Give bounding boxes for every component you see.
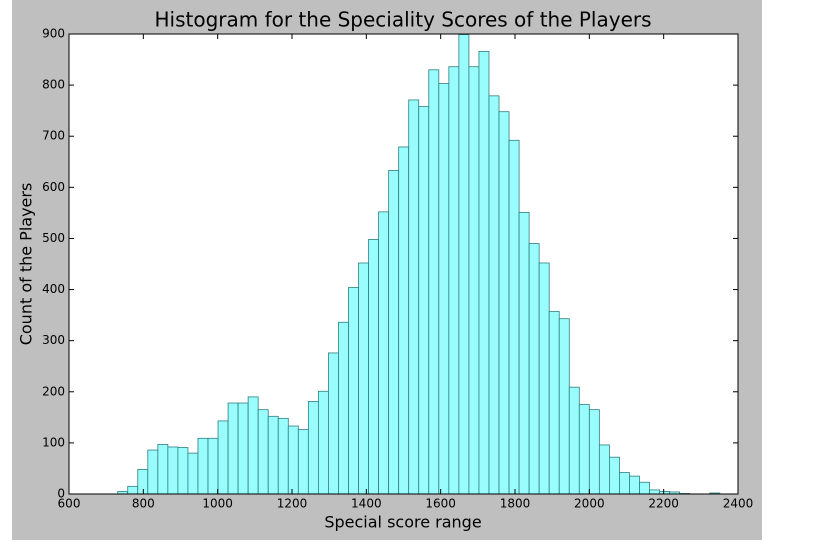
bar xyxy=(558,318,570,495)
y-tick-label: 500 xyxy=(42,231,65,245)
bar xyxy=(468,66,480,495)
bar xyxy=(307,401,319,495)
bar xyxy=(207,437,219,495)
bar xyxy=(398,146,410,495)
bar xyxy=(488,95,500,495)
bar xyxy=(177,447,189,495)
x-tick-label: 1000 xyxy=(202,497,233,511)
x-tick-label: 1400 xyxy=(351,497,382,511)
x-tick-label: 1600 xyxy=(425,497,456,511)
x-tick-label: 1800 xyxy=(500,497,531,511)
bar xyxy=(358,262,369,495)
bar xyxy=(127,485,139,495)
bar xyxy=(137,469,149,495)
bar xyxy=(157,444,169,495)
y-tick-label: 400 xyxy=(42,282,65,296)
y-axis-label: Count of the Players xyxy=(17,183,36,346)
bar xyxy=(408,99,420,495)
y-tick-label: 800 xyxy=(42,78,65,92)
bar xyxy=(237,402,249,495)
bar xyxy=(609,456,620,495)
bar xyxy=(428,69,440,495)
x-tick-label: 2400 xyxy=(723,497,754,511)
bar xyxy=(317,390,329,495)
y-tick-label: 200 xyxy=(42,384,65,398)
chart-title: Histogram for the Speciality Scores of t… xyxy=(154,8,651,32)
bar xyxy=(247,396,259,495)
bar xyxy=(588,409,600,495)
y-tick-label: 100 xyxy=(42,435,65,449)
x-tick-label: 600 xyxy=(58,497,81,511)
y-tick-label: 600 xyxy=(42,180,65,194)
y-tick-label: 700 xyxy=(42,129,65,143)
plot-frame xyxy=(68,33,739,495)
bar xyxy=(649,489,660,495)
bar xyxy=(548,311,560,495)
bar xyxy=(478,50,490,495)
bar xyxy=(568,386,580,495)
bar xyxy=(518,211,530,495)
bar xyxy=(197,437,209,495)
y-tick-label: 0 xyxy=(57,487,65,501)
x-axis-label: Special score range xyxy=(324,513,481,532)
bar xyxy=(598,444,610,495)
bar xyxy=(629,475,640,495)
x-tick-label: 2000 xyxy=(574,497,605,511)
bar xyxy=(257,409,269,495)
bar xyxy=(217,420,229,495)
bar xyxy=(267,415,279,495)
bar xyxy=(167,446,179,495)
bar xyxy=(297,429,309,495)
bar xyxy=(388,170,400,495)
bar xyxy=(287,425,299,495)
bar xyxy=(368,239,379,495)
bar xyxy=(227,402,239,495)
bar xyxy=(277,417,289,495)
bar xyxy=(578,404,590,495)
bar xyxy=(438,83,450,495)
bar xyxy=(328,352,339,495)
bar xyxy=(448,66,460,495)
bar xyxy=(528,243,540,495)
bar xyxy=(147,449,159,495)
y-tick-label: 900 xyxy=(42,27,65,41)
x-tick-label: 800 xyxy=(132,497,155,511)
bar xyxy=(187,452,199,495)
bar xyxy=(348,287,359,495)
x-tick-label: 1200 xyxy=(277,497,308,511)
bar xyxy=(639,481,650,495)
bar xyxy=(508,139,520,495)
bar xyxy=(458,34,470,495)
bar xyxy=(538,262,550,495)
y-tick-label: 300 xyxy=(42,333,65,347)
bar xyxy=(338,321,349,495)
bar xyxy=(498,111,510,495)
x-tick-label: 2200 xyxy=(648,497,679,511)
bar xyxy=(418,106,430,495)
bar xyxy=(378,211,390,495)
bar xyxy=(619,472,630,495)
